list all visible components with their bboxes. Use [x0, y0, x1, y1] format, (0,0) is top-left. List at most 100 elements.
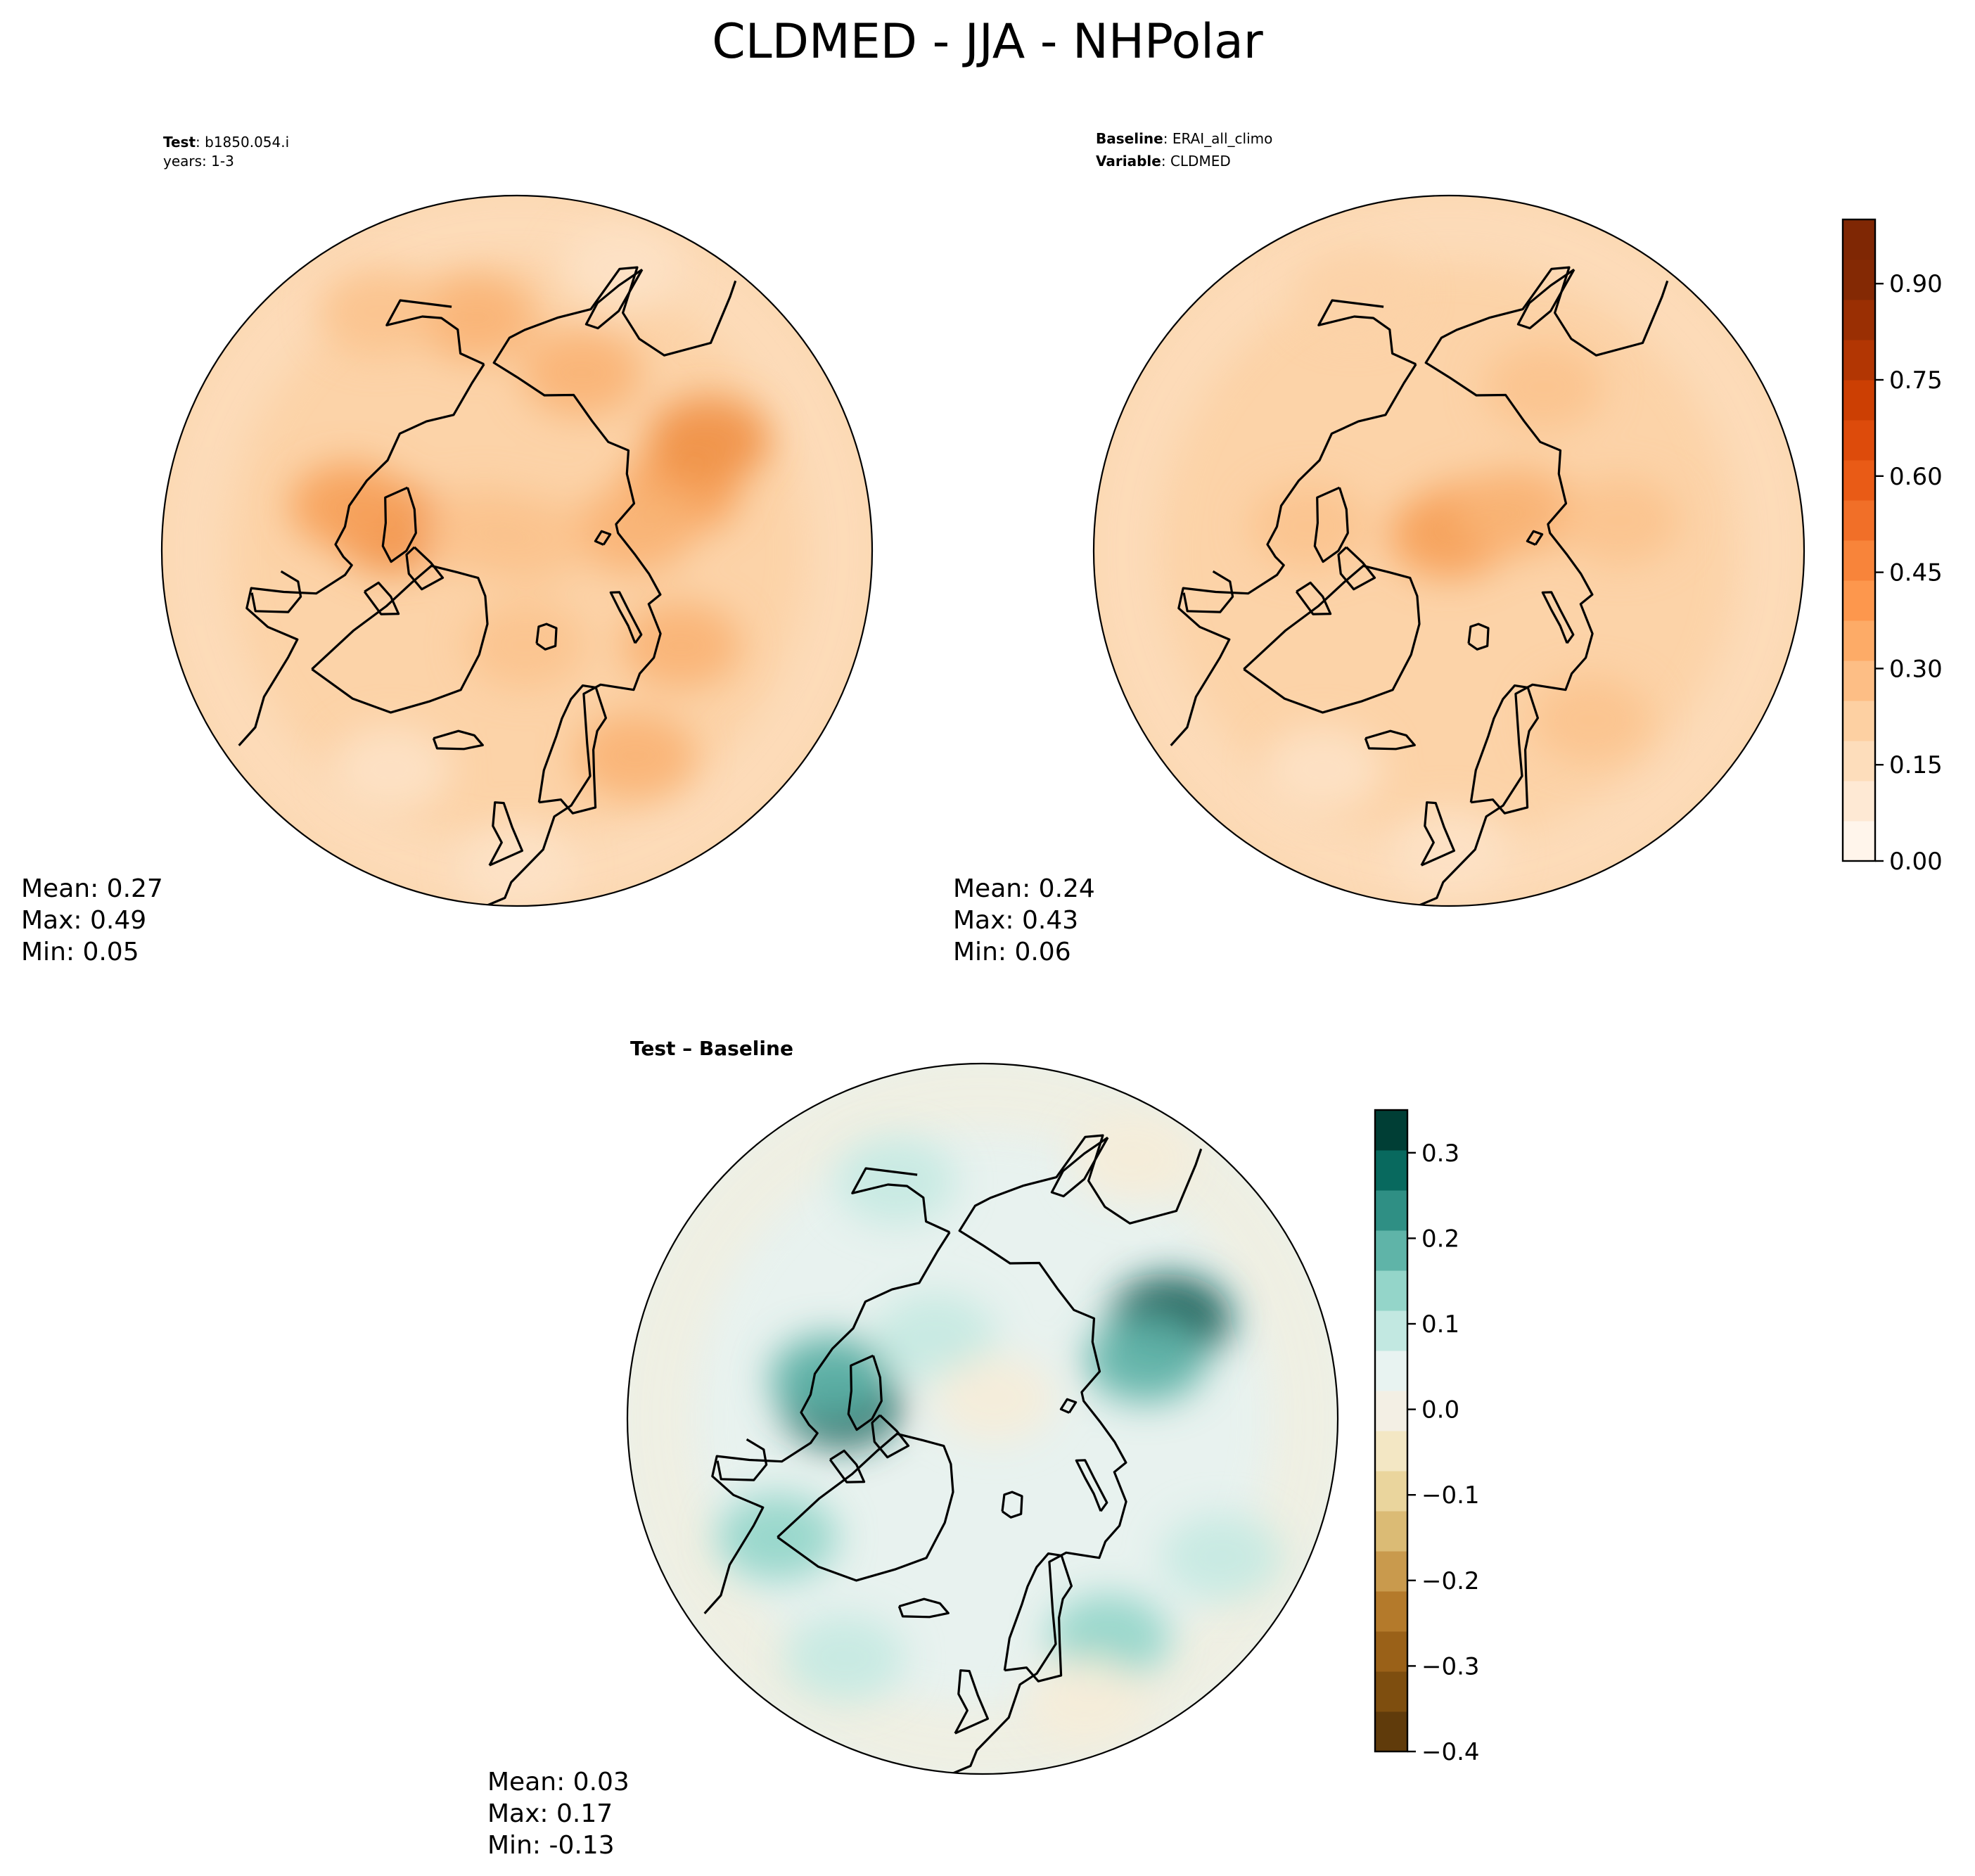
colorbar-tick-label: 0.60: [1889, 463, 1943, 491]
contour-blob: [1457, 468, 1578, 555]
coastline: [776, 1432, 954, 1582]
colorbar-segment: [1375, 1310, 1407, 1351]
coastline: [1364, 729, 1416, 751]
stat-min: Min: 0.05: [21, 938, 139, 966]
coastline: [1317, 299, 1417, 366]
coastline: [897, 1597, 950, 1619]
colorbar-tick-label: −0.2: [1421, 1567, 1480, 1595]
colorbar-segment: [1843, 781, 1875, 822]
coastline: [1059, 1398, 1078, 1414]
coastline: [1075, 1459, 1108, 1512]
colorbar-segment: [1843, 701, 1875, 741]
coastline: [1313, 486, 1349, 563]
figure-title: CLDMED - JJA - NHPolar: [712, 14, 1263, 70]
colorbar-segment: [1375, 1351, 1407, 1391]
colorbar-tick-label: 0.75: [1889, 366, 1943, 395]
coastline: [238, 363, 485, 746]
contour-blob: [1161, 1513, 1283, 1601]
colorbar-segment: [1843, 540, 1875, 581]
contour-blob: [318, 268, 440, 355]
colorbar-diff: −0.4 −0.3 −0.2 −0.1 0.0 0.1 0.2 0.3: [1374, 1109, 1480, 1766]
colorbar-tick-label: 0.00: [1889, 848, 1943, 876]
contour-blob: [330, 726, 452, 813]
contour-blob: [422, 487, 544, 575]
colorbar-tick-label: −0.3: [1421, 1652, 1480, 1680]
colorbar-segment: [1843, 741, 1875, 781]
panel-baseline: Baseline: ERAI_all_climo Variable: CLDME…: [953, 130, 1805, 966]
colorbar-segment: [1375, 1391, 1407, 1431]
coastline: [871, 1414, 910, 1459]
coastline: [851, 1167, 950, 1234]
colorbar-tick-label: 0.90: [1889, 270, 1943, 298]
coastline: [1243, 564, 1421, 714]
map-boundary: [1092, 194, 1805, 907]
colorbar-segment: [1375, 1471, 1407, 1512]
colorbar-tick-label: 0.15: [1889, 751, 1943, 779]
coastline: [1516, 268, 1575, 330]
contour-blob: [464, 601, 586, 689]
colorbar-tick-label: −0.1: [1421, 1481, 1480, 1510]
stat-max: Max: 0.43: [953, 906, 1078, 935]
contour-blob: [456, 823, 577, 906]
panel-test: Test: b1850.054.i years: 1-3 Mean: 0.27 …: [21, 134, 874, 966]
colorbar-segment: [1843, 821, 1875, 862]
contour-blob: [784, 1614, 905, 1702]
coastline: [381, 486, 417, 563]
contour-blob: [1559, 477, 1680, 564]
colorbar-segment: [1843, 300, 1875, 340]
coastline: [488, 801, 523, 867]
colorbar-tick-label: 0.1: [1421, 1310, 1459, 1339]
colorbar-frame: [1841, 218, 1877, 862]
contour-blob: [1530, 676, 1651, 764]
coastline: [1337, 546, 1376, 591]
colorbar-segment: [1843, 460, 1875, 501]
coastline: [1050, 1136, 1109, 1198]
coastline: [847, 1354, 883, 1431]
panel-test-header-1: Test: b1850.054.i: [163, 134, 289, 151]
coastline: [385, 299, 485, 366]
panel-baseline-header-2: Variable: CLDMED: [1096, 153, 1231, 170]
contour-blob: [1293, 248, 1415, 335]
polar-map-baseline: [1092, 194, 1805, 907]
coastline: [584, 268, 644, 330]
coastline: [594, 530, 612, 546]
coastline: [1420, 801, 1455, 867]
colorbar-segment: [1843, 500, 1875, 541]
colorbar-segment: [1375, 1671, 1407, 1712]
contour-blob: [874, 1293, 996, 1381]
coastline: [1170, 363, 1417, 746]
coastline: [1526, 530, 1544, 546]
colorbar-segment: [1843, 340, 1875, 381]
panel-test-header-2: years: 1-3: [163, 153, 234, 170]
coastline: [1003, 1552, 1073, 1683]
colorbar-tick-label: 0.30: [1889, 655, 1943, 683]
stat-max: Max: 0.17: [487, 1799, 613, 1828]
coastline: [716, 1438, 768, 1481]
stat-min: Min: 0.06: [953, 938, 1071, 966]
coastline: [954, 1669, 989, 1735]
colorbar-segment: [1843, 580, 1875, 621]
coastline: [432, 729, 484, 751]
contour-blob: [1483, 343, 1604, 430]
map-boundary: [626, 1062, 1339, 1775]
contour-blob: [1025, 1657, 1146, 1744]
coastline: [1469, 684, 1539, 815]
colorbar-segment: [1375, 1631, 1407, 1672]
coastline: [1541, 591, 1575, 644]
contour-blob: [1085, 1315, 1206, 1403]
colorbar-frame: [1374, 1109, 1409, 1753]
contour-blob: [620, 601, 742, 689]
colorbar-segment: [1843, 620, 1875, 661]
contour-blob: [1388, 807, 1509, 895]
polar-map-test: [160, 194, 874, 907]
colorbar-segment: [1375, 1591, 1407, 1632]
colorbar-main: 0.00 0.15 0.30 0.45 0.60 0.75 0.90: [1841, 218, 1943, 876]
contour-blob: [836, 1137, 957, 1225]
colorbar-segment: [1843, 380, 1875, 421]
contour-blob: [1262, 726, 1383, 813]
stat-mean: Mean: 0.27: [21, 874, 163, 903]
colorbar-segment: [1375, 1270, 1407, 1311]
coastline: [311, 564, 489, 714]
coastline: [1385, 266, 1669, 906]
